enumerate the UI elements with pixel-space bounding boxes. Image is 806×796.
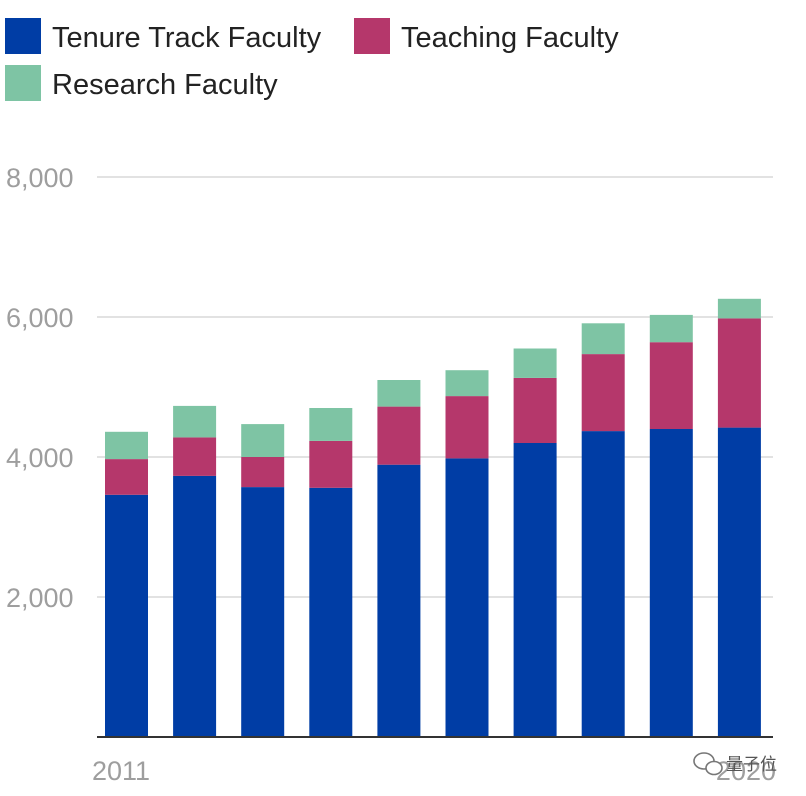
bar-2011-series-1 <box>105 494 148 737</box>
x-axis-ticks: 2011 2020 <box>92 756 776 786</box>
bar-2014-series-2 <box>309 440 353 488</box>
bar-2013-series-2 <box>241 457 285 488</box>
legend-swatch-2 <box>354 18 390 54</box>
y-tick-label-8000: 8,000 <box>6 163 74 193</box>
bar-2014-series-1 <box>309 487 353 737</box>
bar-2018-series-3 <box>581 323 625 355</box>
watermark-text: 量子位 <box>726 755 777 775</box>
bar-2020-series-2 <box>717 318 761 428</box>
bar-2011-series-2 <box>105 459 148 495</box>
watermark: 量子位 <box>693 752 777 776</box>
bar-2011-series-3 <box>105 431 148 460</box>
bar-2013-series-1 <box>241 487 285 737</box>
bar-2017-series-1 <box>513 443 557 737</box>
bar-2014-series-3 <box>309 408 353 441</box>
bar-2018-series-1 <box>581 431 625 737</box>
y-tick-label-4000: 4,000 <box>6 443 74 473</box>
bar-2015-series-3 <box>377 380 421 407</box>
bar-2017-series-2 <box>513 377 557 443</box>
y-axis-ticks: 2,000 4,000 6,000 8,000 <box>6 163 74 613</box>
bar-2019-series-1 <box>649 429 693 737</box>
legend-swatch-1 <box>5 18 41 54</box>
bar-2016-series-1 <box>445 458 489 737</box>
bar-2019-series-2 <box>649 342 693 429</box>
bars <box>105 298 761 737</box>
legend-label-2: Teaching Faculty <box>401 22 619 54</box>
bar-2020-series-3 <box>717 298 761 319</box>
y-tick-label-6000: 6,000 <box>6 303 74 333</box>
bar-2013-series-3 <box>241 424 285 457</box>
bar-2012-series-2 <box>173 437 217 476</box>
x-tick-label-first: 2011 <box>92 756 150 786</box>
bar-2017-series-3 <box>513 348 557 378</box>
y-tick-label-2000: 2,000 <box>6 583 74 613</box>
bar-2015-series-1 <box>377 464 421 737</box>
wechat-icon <box>693 752 723 776</box>
bar-2012-series-1 <box>173 475 217 737</box>
bar-2015-series-2 <box>377 406 421 465</box>
bar-2018-series-2 <box>581 354 625 432</box>
bar-2019-series-3 <box>649 314 693 343</box>
bar-2012-series-3 <box>173 405 217 438</box>
bar-2016-series-3 <box>445 370 489 397</box>
legend-label-3: Research Faculty <box>52 69 278 101</box>
bar-2016-series-2 <box>445 396 489 459</box>
legend-label-1: Tenure Track Faculty <box>52 22 322 54</box>
legend: Tenure Track Faculty Teaching Faculty Rese… <box>5 18 619 101</box>
x-tick-label-last: 2020 <box>716 756 776 786</box>
legend-swatch-3 <box>5 65 41 101</box>
bar-2020-series-1 <box>717 427 761 737</box>
